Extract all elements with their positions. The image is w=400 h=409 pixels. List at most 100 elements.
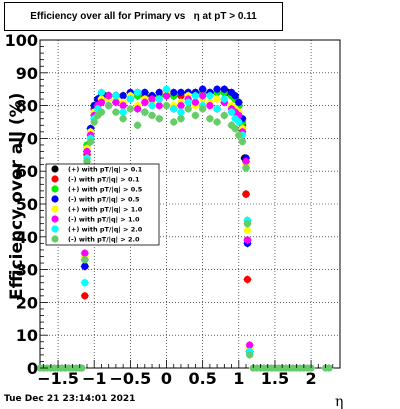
data-point	[112, 92, 120, 100]
legend-marker	[51, 215, 59, 223]
y-tick-label: 70	[16, 129, 38, 148]
data-point	[148, 95, 156, 103]
data-point	[231, 92, 239, 100]
data-point	[87, 138, 95, 146]
y-tick-label: 80	[16, 97, 38, 116]
data-point	[243, 220, 252, 228]
x-tick-label: 0	[161, 369, 172, 388]
data-point	[199, 85, 207, 93]
data-point	[162, 92, 171, 100]
data-point	[177, 102, 185, 110]
data-point	[235, 131, 243, 139]
data-point	[184, 98, 192, 106]
data-point	[155, 88, 163, 97]
data-point	[112, 98, 120, 106]
data-point	[162, 85, 171, 93]
data-point	[155, 115, 163, 123]
x-tick-labels: −1.5 −1 −0.5 0 0.5 1 1.5 2	[37, 369, 316, 388]
data-point	[162, 102, 171, 110]
y-tick-label: 0	[27, 359, 38, 378]
data-point	[243, 236, 252, 244]
data-point	[199, 92, 207, 100]
data-point	[97, 88, 106, 97]
data-point	[81, 292, 89, 300]
data-point	[155, 102, 163, 110]
data-point	[105, 92, 113, 100]
data-point	[81, 279, 89, 287]
data-point	[220, 111, 228, 120]
y-tick-label: 100	[5, 31, 38, 50]
legend-label: (-) with pT/|q| > 0.1	[68, 176, 140, 185]
data-point	[97, 98, 106, 106]
x-axis-label: η	[335, 394, 343, 409]
legend-marker	[51, 205, 59, 213]
zero-point	[78, 364, 86, 372]
legend-label: (-) with pT/|q| > 1.0	[68, 216, 140, 225]
data-point	[133, 121, 142, 129]
data-point	[206, 92, 214, 100]
data-point	[141, 98, 149, 106]
data-point	[220, 85, 228, 93]
data-point	[231, 124, 239, 133]
y-tick-label: 40	[16, 228, 38, 247]
legend-box	[45, 163, 160, 246]
legend: (+) with pT/|q| > 0.1(-) with pT/|q| > 0…	[45, 163, 160, 246]
data-point	[242, 157, 250, 165]
timestamp: Tue Dec 21 23:14:01 2021	[4, 394, 136, 404]
data-point	[191, 92, 200, 100]
data-point	[242, 190, 250, 198]
legend-marker	[51, 235, 59, 243]
grid-lines	[40, 40, 340, 368]
legend-label: (+) with pT/|q| > 2.0	[68, 226, 143, 235]
legend-marker	[51, 175, 59, 183]
data-point	[238, 138, 247, 146]
data-point	[148, 111, 156, 120]
y-tick-label: 10	[16, 326, 38, 345]
data-point	[119, 108, 127, 116]
data-point	[119, 92, 127, 100]
data-point	[246, 341, 254, 349]
legend-marker	[51, 195, 59, 203]
legend-marker	[51, 185, 59, 193]
data-point	[90, 118, 98, 126]
data-point	[220, 95, 228, 103]
y-tick-label: 30	[16, 261, 38, 280]
data-point	[141, 108, 149, 116]
data-point	[206, 115, 214, 123]
legend-label: (-) with pT/|q| > 2.0	[68, 236, 140, 245]
data-point	[148, 102, 156, 110]
data-point	[227, 108, 236, 116]
legend-marker	[51, 225, 59, 233]
data-point	[206, 102, 214, 110]
data-point	[177, 115, 185, 123]
legend-marker	[51, 165, 59, 173]
data-point	[170, 118, 178, 126]
axis-ticks	[40, 39, 334, 369]
data-point	[191, 98, 200, 106]
data-point	[126, 95, 134, 103]
data-point	[81, 256, 89, 264]
data-point	[112, 108, 120, 116]
data-point	[97, 108, 106, 116]
data-point	[213, 118, 221, 126]
data-point	[155, 95, 163, 103]
data-point	[83, 157, 91, 165]
data-point	[133, 105, 142, 113]
data-point	[184, 105, 192, 113]
zero-point	[325, 364, 333, 372]
data-point	[243, 226, 252, 234]
legend-label: (-) with pT/|q| > 0.5	[68, 196, 140, 205]
legend-label: (+) with pT/|q| > 1.0	[68, 206, 143, 215]
data-point	[81, 249, 89, 257]
y-tick-labels: 0 10 20 30 40 50 60 70 80 90 100	[5, 31, 38, 378]
data-point	[81, 262, 89, 270]
legend-label: (+) with pT/|q| > 0.1	[68, 166, 143, 175]
data-point	[119, 102, 127, 110]
y-tick-label: 60	[16, 162, 38, 181]
data-point	[235, 98, 243, 106]
legend-label: (+) with pT/|q| > 0.5	[68, 186, 143, 195]
data-point	[177, 108, 185, 116]
chart-title: Efficiency over all for Primary vs η at …	[4, 2, 283, 31]
data-point	[243, 275, 252, 284]
